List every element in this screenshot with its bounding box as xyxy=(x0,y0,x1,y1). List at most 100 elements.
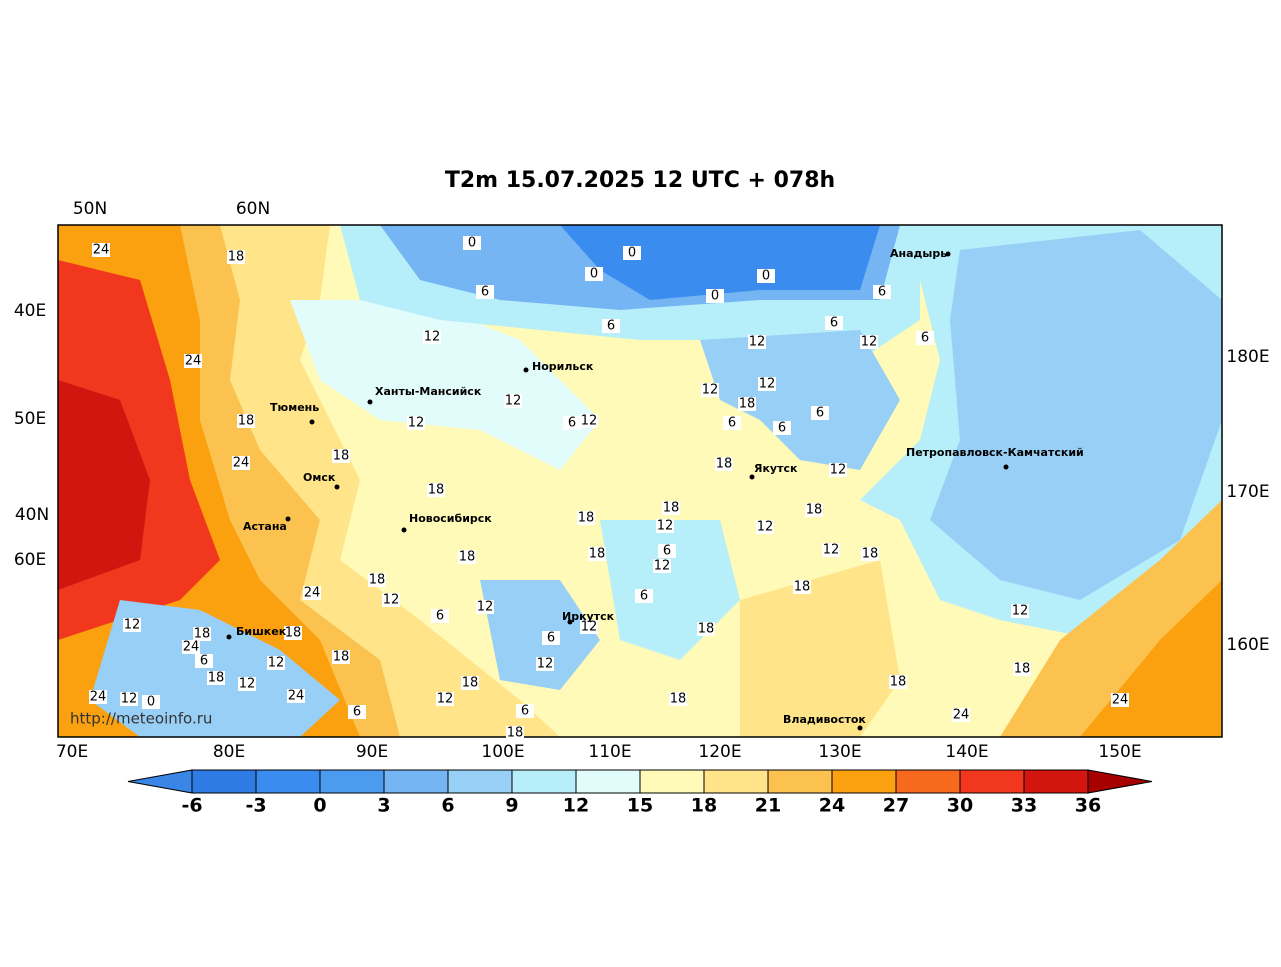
contour-label-bg xyxy=(267,656,285,670)
colorbar-tick-label: 30 xyxy=(947,795,973,817)
city-name: Бишкек xyxy=(236,625,287,638)
contour-label: 6 xyxy=(436,609,444,624)
contour-label-bg xyxy=(860,335,878,349)
contour-label-bg xyxy=(232,456,250,470)
colorbar-tick-label: 3 xyxy=(377,795,390,817)
contour-label: 12 xyxy=(424,330,441,345)
contour-label: 24 xyxy=(93,243,110,258)
contour-label: 18 xyxy=(589,547,606,562)
contour-label-bg xyxy=(142,695,160,709)
contour-label-bg xyxy=(756,520,774,534)
contour-label: 24 xyxy=(233,456,250,471)
colorbar-tick-label: 36 xyxy=(1075,795,1101,817)
city-dot xyxy=(1003,464,1009,470)
city-name: Иркутск xyxy=(562,610,615,623)
contour-label-bg xyxy=(516,704,534,718)
lat-label: 60E xyxy=(14,550,46,570)
contour-label: 24 xyxy=(1112,693,1129,708)
contour-label-bg xyxy=(738,397,756,411)
contour-label: 18 xyxy=(238,414,255,429)
contour-label-bg xyxy=(669,692,687,706)
contour-label: 18 xyxy=(333,650,350,665)
contour-label-bg xyxy=(757,269,775,283)
colorbar-tick-label: 21 xyxy=(755,795,781,817)
colorbar-tick-label: 18 xyxy=(691,795,717,817)
contour-label-bg xyxy=(238,677,256,691)
city-dot xyxy=(309,419,315,425)
contour-label-bg xyxy=(332,650,350,664)
contour-label: 12 xyxy=(268,656,285,671)
contour-label-bg xyxy=(89,690,107,704)
contour-label: 6 xyxy=(547,631,555,646)
contour-label-bg xyxy=(706,289,724,303)
contour-label-bg xyxy=(1011,604,1029,618)
contour-label-bg xyxy=(588,547,606,561)
contour-label: 18 xyxy=(194,627,211,642)
contour-label: 12 xyxy=(477,600,494,615)
contour-label: 6 xyxy=(921,331,929,346)
contour-label-bg xyxy=(476,285,494,299)
contour-label-bg xyxy=(623,246,641,260)
contour-label: 12 xyxy=(124,618,141,633)
contour-label-bg xyxy=(715,457,733,471)
contour-label-bg xyxy=(461,676,479,690)
colorbar-bin xyxy=(959,769,1025,794)
contour-label-bg xyxy=(873,285,891,299)
colorbar-bin xyxy=(895,769,961,794)
watermark: http://meteoinfo.ru xyxy=(70,710,212,728)
contour-label-bg xyxy=(580,414,598,428)
contour-label: 12 xyxy=(702,383,719,398)
contour-label-bg xyxy=(1013,662,1031,676)
contour-label: 18 xyxy=(228,250,245,265)
city-dot xyxy=(334,484,340,490)
contour-label-bg xyxy=(237,414,255,428)
city-name: Анадырь xyxy=(890,247,947,260)
contour-label: 12 xyxy=(861,335,878,350)
contour-label: 18 xyxy=(507,726,524,741)
contour-label-bg xyxy=(952,708,970,722)
contour-label: 12 xyxy=(757,520,774,535)
contour-label-bg xyxy=(585,267,603,281)
contour-label-bg xyxy=(92,243,110,257)
contour-label-bg xyxy=(723,416,741,430)
contour-label: 12 xyxy=(654,559,671,574)
contour-label-bg xyxy=(825,316,843,330)
contour-label: 6 xyxy=(663,544,671,559)
contour-label: 18 xyxy=(739,397,756,412)
contour-label-bg xyxy=(697,622,715,636)
colorbar-tick-label: 0 xyxy=(313,795,326,817)
colorbar-tick-label: 9 xyxy=(505,795,518,817)
contour-label: 6 xyxy=(878,285,886,300)
contour-label-bg xyxy=(287,689,305,703)
city-dot xyxy=(857,725,863,731)
contour-label: 18 xyxy=(806,503,823,518)
contour-label-bg xyxy=(536,657,554,671)
city-dot xyxy=(401,527,407,533)
contour-label-bg xyxy=(195,654,213,668)
contour-label-bg xyxy=(368,573,386,587)
contour-label: 12 xyxy=(749,335,766,350)
contour-label-bg xyxy=(829,463,847,477)
contour-label-bg xyxy=(427,483,445,497)
contour-label-bg xyxy=(382,593,400,607)
contour-label: 0 xyxy=(147,695,155,710)
contour-label-bg xyxy=(658,544,676,558)
city-name: Петропавловск-Камчатский xyxy=(906,446,1084,459)
contour-label: 12 xyxy=(759,377,776,392)
colorbar-tick-label: 27 xyxy=(883,795,909,817)
contour-label: 24 xyxy=(185,354,202,369)
contour-label-bg xyxy=(436,692,454,706)
city-dot xyxy=(567,619,573,625)
contour-label-bg xyxy=(635,589,653,603)
city-name: Владивосток xyxy=(783,713,866,726)
lat-label: 40N xyxy=(15,505,49,525)
contour-label: 18 xyxy=(1014,662,1031,677)
contour-label: 12 xyxy=(823,543,840,558)
lon-label: 170E xyxy=(1226,482,1269,502)
lat-label: 60N xyxy=(236,199,270,219)
city-name: Якутск xyxy=(754,462,798,475)
contour-label-bg xyxy=(1111,693,1129,707)
contour-label-bg xyxy=(476,600,494,614)
contour-label-bg xyxy=(602,319,620,333)
contour-label-bg xyxy=(227,250,245,264)
